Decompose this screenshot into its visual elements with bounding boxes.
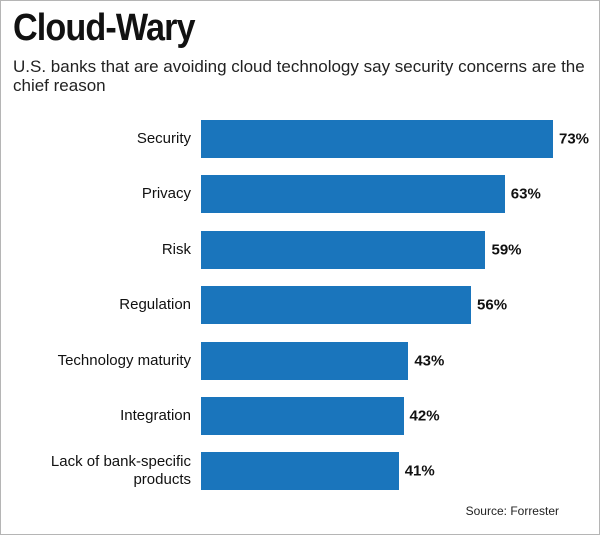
bar (201, 230, 486, 269)
chart-subtitle: U.S. banks that are avoiding cloud techn… (13, 57, 585, 95)
source-note: Source: Forrester (465, 504, 559, 518)
category-label: Integration (120, 407, 191, 424)
bar (201, 341, 409, 380)
value-label: 73% (559, 130, 590, 148)
category-label: Security (136, 130, 191, 147)
bar (201, 452, 399, 491)
category-label: Privacy (141, 185, 191, 203)
value-label: 63% (510, 185, 541, 203)
value-label: 41% (404, 462, 435, 480)
category-label: Lack of bank-specific products (50, 453, 191, 489)
value-label: 43% (414, 352, 445, 370)
bar (201, 397, 404, 435)
chart-title: Cloud-Wary (13, 7, 196, 49)
value-label: 56% (477, 296, 508, 314)
category-label: Risk (161, 240, 191, 258)
category-label: Technology maturity (57, 351, 191, 369)
value-label: 59% (491, 241, 522, 259)
bar (201, 286, 472, 325)
category-label: Regulation (119, 296, 191, 314)
bar (201, 175, 505, 214)
value-label: 42% (409, 407, 440, 425)
bar (201, 120, 553, 158)
